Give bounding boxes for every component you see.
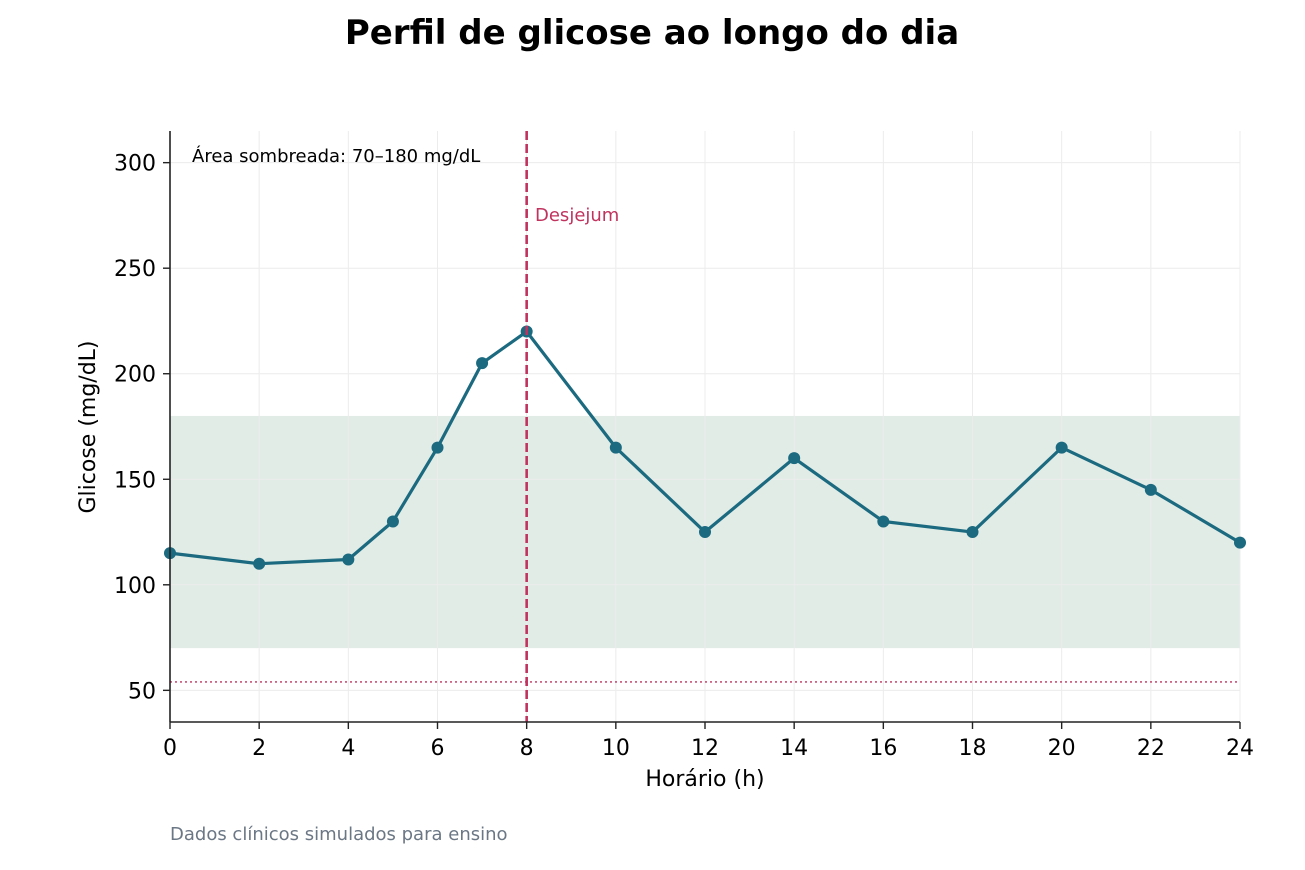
glucose-point <box>1144 483 1157 496</box>
x-tick-label: 4 <box>341 736 355 761</box>
glucose-point <box>699 526 711 539</box>
y-tick-label: 300 <box>114 152 156 177</box>
glucose-point <box>342 553 355 566</box>
x-tick-label: 12 <box>691 736 719 761</box>
glucose-point <box>788 452 801 465</box>
x-tick-label: 18 <box>959 736 987 761</box>
glucose-point <box>431 441 444 454</box>
x-tick-label: 24 <box>1226 736 1254 761</box>
glucose-point <box>966 526 979 539</box>
x-axis-label: Horário (h) <box>645 767 764 792</box>
data-caption: Dados clínicos simulados para ensino <box>170 824 508 845</box>
glucose-point <box>386 515 399 528</box>
chart-title: Perfil de glicose ao longo do dia <box>345 13 959 53</box>
glucose-point <box>1234 536 1246 549</box>
grid-layer <box>169 131 1241 722</box>
glucose-point <box>1055 441 1068 454</box>
x-tick-label: 16 <box>869 736 897 761</box>
x-tick-label: 2 <box>252 736 266 761</box>
glucose-point <box>877 515 890 528</box>
y-axis-label: Glicose (mg/dL) <box>76 340 101 513</box>
y-tick-label: 150 <box>114 468 156 493</box>
x-tick-label: 20 <box>1048 736 1076 761</box>
y-tick-label: 200 <box>114 363 156 388</box>
x-tick-label: 10 <box>602 736 630 761</box>
glucose-point <box>476 357 489 370</box>
y-tick-label: 100 <box>114 574 156 599</box>
breakfast-label: Desjejum <box>535 205 619 226</box>
reference-lines-layer <box>170 131 1240 722</box>
glucose-point <box>609 441 622 454</box>
band-note: Área sombreada: 70–180 mg/dL <box>192 145 480 167</box>
x-tick-label: 22 <box>1137 736 1165 761</box>
x-tick-label: 0 <box>163 736 177 761</box>
series-layer <box>164 325 1246 570</box>
y-tick-label: 50 <box>128 679 156 704</box>
y-tick-label: 250 <box>114 257 156 282</box>
x-tick-label: 14 <box>780 736 808 761</box>
x-tick-label: 8 <box>520 736 534 761</box>
x-tick-label: 6 <box>431 736 445 761</box>
glucose-point <box>253 557 266 570</box>
